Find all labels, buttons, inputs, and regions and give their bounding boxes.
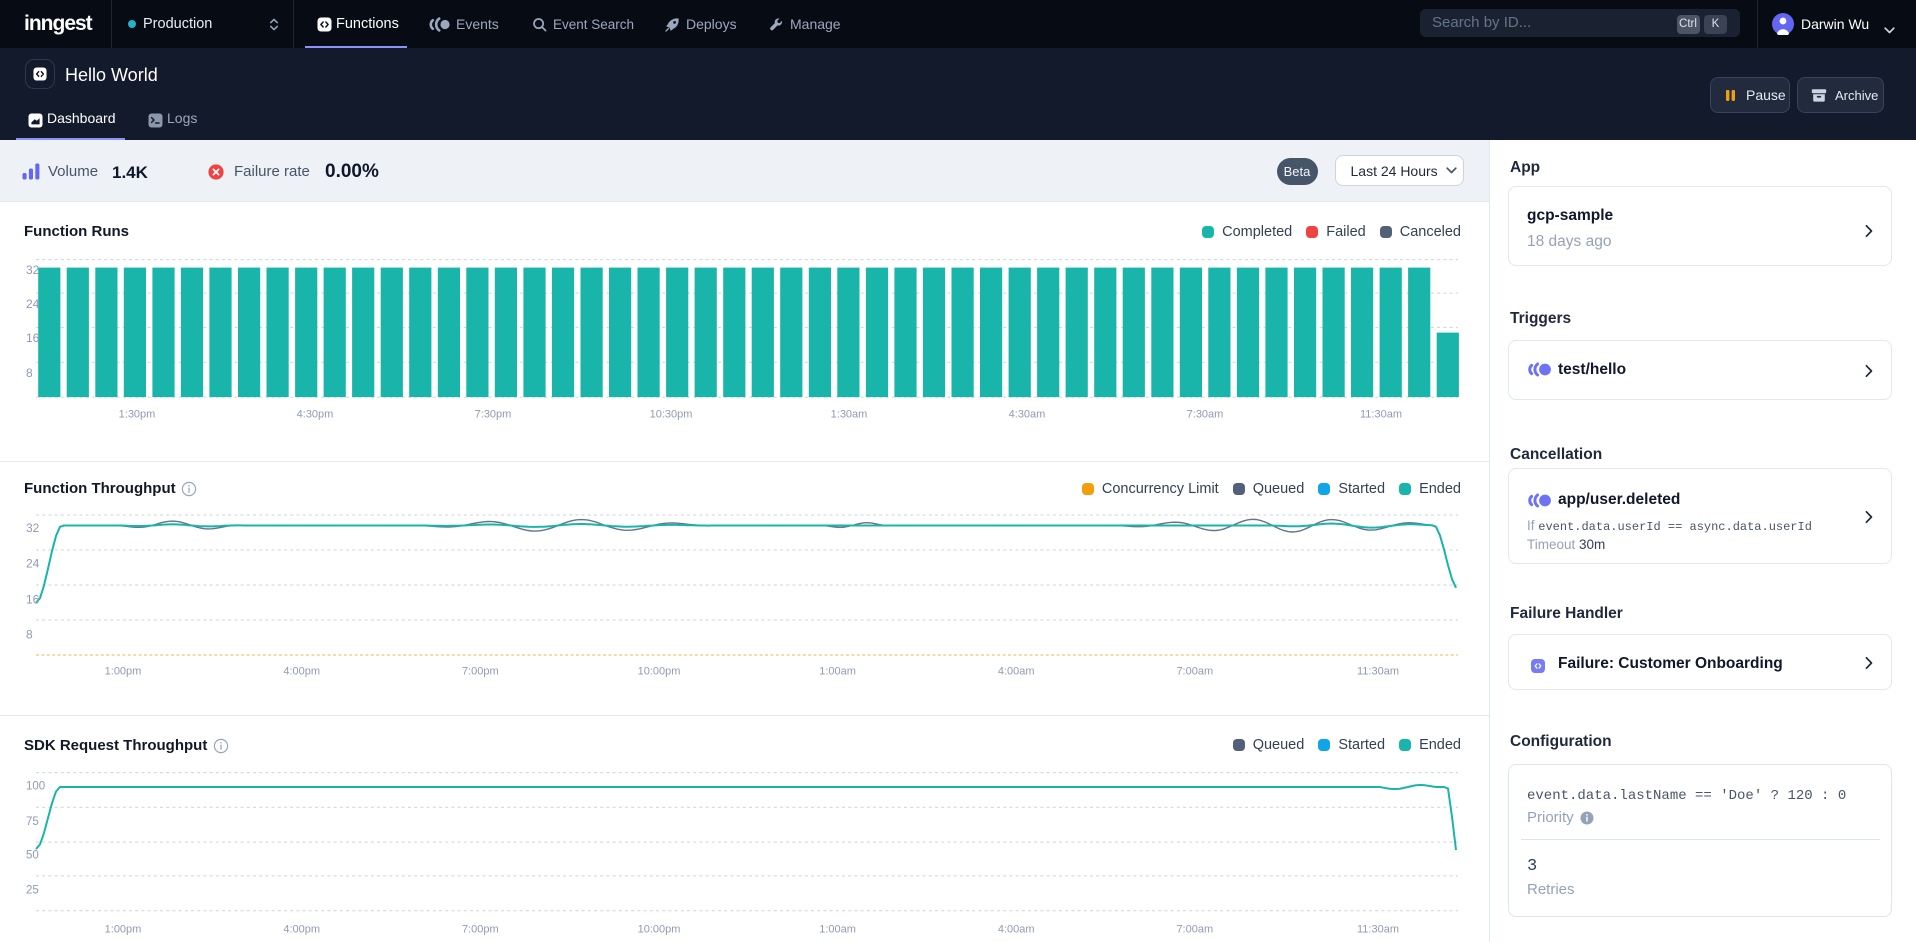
- svg-text:1:00pm: 1:00pm: [105, 666, 142, 678]
- svg-text:7:00am: 7:00am: [1176, 666, 1213, 678]
- svg-text:7:00pm: 7:00pm: [462, 924, 499, 936]
- svg-text:4:00pm: 4:00pm: [283, 666, 320, 678]
- svg-text:24: 24: [26, 556, 40, 570]
- svg-text:1:00am: 1:00am: [819, 924, 856, 936]
- svg-text:7:00pm: 7:00pm: [462, 666, 499, 678]
- svg-text:32: 32: [26, 263, 40, 277]
- svg-text:8: 8: [26, 366, 33, 380]
- svg-text:1:30pm: 1:30pm: [119, 409, 156, 421]
- svg-text:75: 75: [26, 816, 39, 828]
- svg-text:10:00pm: 10:00pm: [638, 924, 681, 936]
- svg-text:50: 50: [26, 850, 39, 862]
- svg-text:10:00pm: 10:00pm: [638, 666, 681, 678]
- svg-text:4:00am: 4:00am: [998, 666, 1035, 678]
- svg-text:100: 100: [26, 781, 45, 793]
- svg-text:11:30am: 11:30am: [1360, 409, 1402, 421]
- svg-text:16: 16: [26, 593, 40, 607]
- svg-text:24: 24: [26, 297, 40, 311]
- svg-text:7:30am: 7:30am: [1187, 409, 1224, 421]
- svg-text:1:00pm: 1:00pm: [105, 924, 142, 936]
- svg-text:25: 25: [26, 885, 39, 897]
- svg-text:1:30am: 1:30am: [831, 409, 868, 421]
- svg-text:4:00pm: 4:00pm: [283, 924, 320, 936]
- svg-text:1:00am: 1:00am: [819, 666, 856, 678]
- svg-text:8: 8: [26, 627, 33, 641]
- svg-text:7:00am: 7:00am: [1176, 924, 1213, 936]
- svg-text:11:30am: 11:30am: [1357, 924, 1399, 936]
- svg-text:10:30pm: 10:30pm: [650, 409, 693, 421]
- svg-text:4:00am: 4:00am: [998, 924, 1035, 936]
- svg-text:16: 16: [26, 331, 40, 345]
- svg-text:4:30am: 4:30am: [1009, 409, 1046, 421]
- svg-text:7:30pm: 7:30pm: [475, 409, 512, 421]
- svg-text:4:30pm: 4:30pm: [297, 409, 334, 421]
- svg-text:32: 32: [26, 521, 40, 535]
- svg-text:11:30am: 11:30am: [1357, 666, 1399, 678]
